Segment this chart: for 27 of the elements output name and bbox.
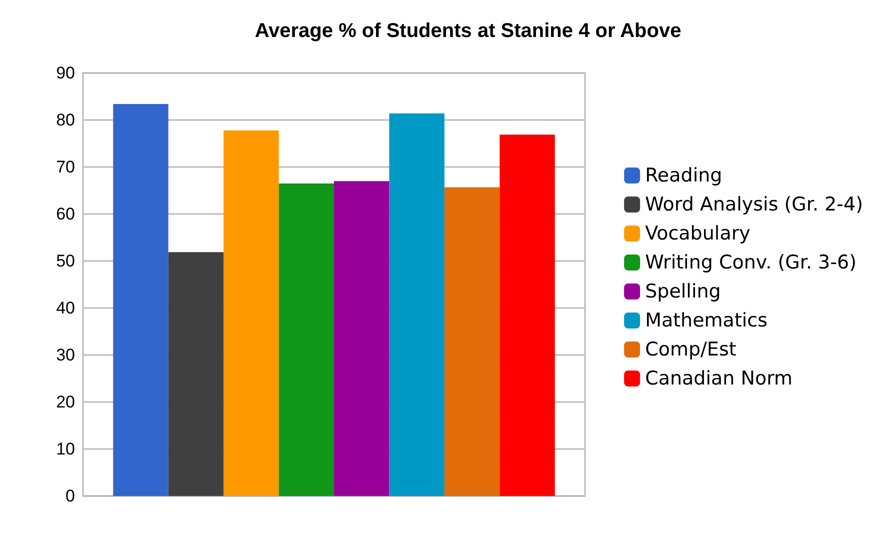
bar: [444, 187, 500, 496]
legend-label: Vocabulary: [645, 222, 750, 244]
legend-label: Comp/Est: [645, 338, 736, 360]
bar: [389, 113, 444, 496]
y-tick-label: 20: [56, 392, 75, 412]
y-tick-label: 40: [56, 298, 75, 318]
bar: [278, 183, 334, 496]
y-tick-label: 90: [56, 64, 75, 82]
y-tick-label: 80: [56, 110, 75, 130]
y-tick-label: 0: [66, 486, 75, 506]
bar: [224, 130, 279, 496]
legend-label: Spelling: [645, 280, 721, 302]
legend-label: Mathematics: [645, 310, 768, 332]
y-tick-label: 50: [56, 252, 75, 270]
bar: [500, 134, 555, 496]
legend-label: Writing Conv. (Gr. 3-6): [645, 252, 856, 274]
y-tick-label: 60: [56, 204, 75, 224]
y-tick-label: 70: [56, 158, 75, 176]
y-tick-label: 10: [56, 440, 75, 458]
chart-title: Average % of Students at Stanine 4 or Above: [254, 20, 682, 42]
legend-label: Canadian Norm: [645, 368, 793, 390]
legend-label: Reading: [645, 164, 722, 186]
bar: [168, 252, 224, 496]
bar: [334, 181, 390, 496]
bar: [113, 104, 168, 496]
y-tick-label: 30: [56, 346, 75, 364]
legend-label: Word Analysis (Gr. 2-4): [645, 194, 864, 216]
